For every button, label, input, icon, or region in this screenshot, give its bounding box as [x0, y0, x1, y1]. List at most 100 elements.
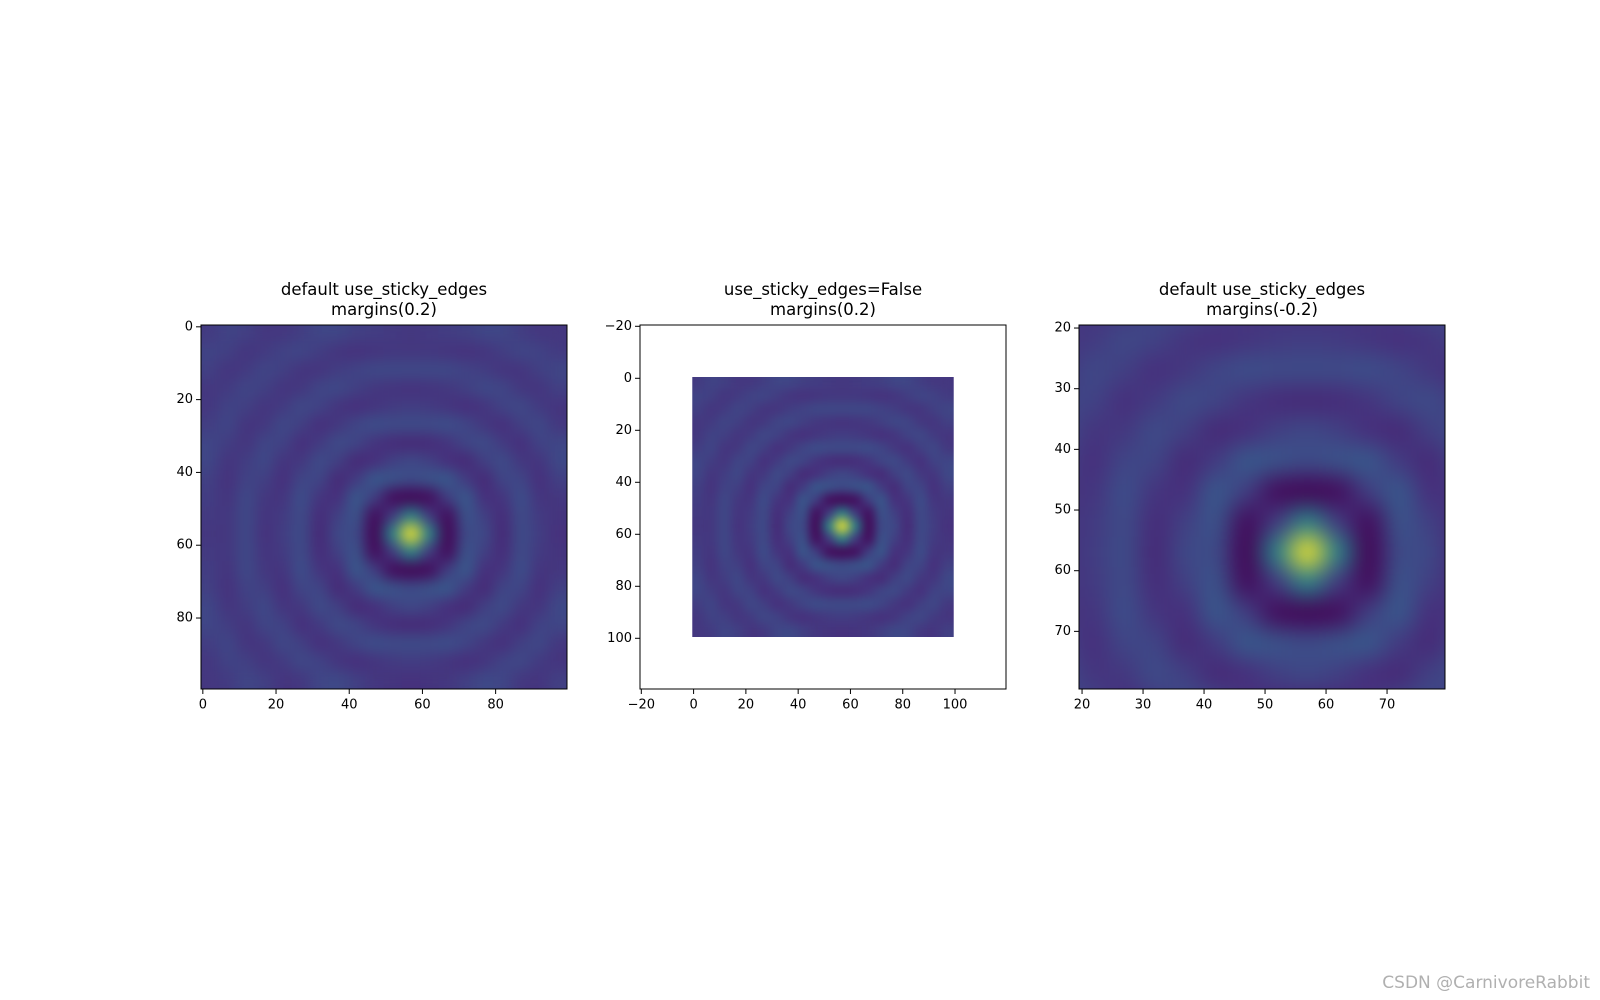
heatmap-cell: [1536, 446, 1568, 477]
heatmap-cell: [1444, 658, 1445, 689]
heatmap-cell: [1506, 689, 1538, 720]
heatmap-cell: [511, 360, 531, 381]
heatmap-cell: [1018, 325, 1050, 356]
heatmap-cell: [1048, 749, 1080, 780]
heatmap-cell: [809, 415, 824, 430]
heatmap-cell: [1109, 203, 1141, 234]
heatmap-cell: [1231, 597, 1263, 629]
heatmap-cell: [1475, 385, 1507, 416]
heatmap-cell: [796, 532, 811, 547]
heatmap-cell: [822, 558, 837, 573]
heatmap-cell: [731, 428, 746, 443]
heatmap-cell: [475, 488, 495, 508]
heatmap-cell: [1292, 354, 1324, 387]
heatmap-cell: [255, 470, 275, 490]
heatmap-cell: [1109, 506, 1141, 538]
heatmap-cell: [822, 545, 837, 560]
heatmap-cell: [365, 561, 385, 581]
heatmap-cell: [511, 597, 531, 617]
heatmap-cell: [401, 451, 422, 472]
heatmap-cell: [328, 325, 348, 344]
heatmap-cell: [757, 545, 772, 560]
heatmap-cell: [548, 415, 567, 435]
heatmap-cell: [796, 623, 811, 637]
heatmap-cell: [1018, 476, 1050, 507]
heatmap-cell: [456, 342, 476, 362]
heatmap-cell: [401, 615, 422, 635]
heatmap-cell: [511, 415, 531, 435]
heatmap-cell: [692, 610, 706, 625]
heatmap-cell: [328, 342, 348, 362]
heatmap-cell: [1475, 749, 1507, 780]
heatmap-cell: [475, 451, 495, 472]
heatmap-cell: [292, 524, 312, 544]
heatmap-cell: [237, 633, 257, 654]
heatmap-cell: [310, 397, 330, 417]
heatmap-cell: [365, 579, 385, 599]
heatmap-cell: [1475, 780, 1507, 811]
heatmap-cell: [692, 532, 706, 547]
heatmap-cell: [456, 670, 476, 689]
heatmap-cell: [1475, 203, 1507, 234]
heatmap-cell: [874, 493, 889, 508]
heatmap-cell: [273, 451, 293, 472]
heatmap-cell: [548, 397, 567, 417]
heatmap-cell: [383, 360, 403, 381]
heatmap-cell: [744, 545, 759, 560]
heatmap-cell: [1475, 325, 1507, 356]
heatmap-cell: [1261, 536, 1293, 569]
heatmap-cell: [757, 532, 772, 547]
heatmap-cell: [346, 670, 367, 689]
heatmap-cell: [1109, 749, 1141, 780]
heatmap-cell: [809, 545, 824, 560]
heatmap-cell: [529, 470, 550, 490]
heatmap-cell: [1139, 627, 1171, 660]
heatmap-cell: [731, 597, 746, 612]
heatmap-cell: [692, 623, 706, 637]
heatmap-cell: [1506, 234, 1538, 265]
heatmap-cell: [1536, 537, 1568, 568]
heatmap-cell: [328, 542, 348, 563]
heatmap-cell: [1201, 234, 1233, 265]
heatmap-cell: [887, 389, 902, 404]
heatmap-cell: [1536, 234, 1568, 265]
heatmap-cell: [1079, 627, 1110, 660]
heatmap-cell: [328, 524, 348, 544]
heatmap-cell: [1414, 567, 1445, 599]
heatmap-cell: [835, 377, 850, 391]
heatmap-cell: [861, 597, 876, 612]
heatmap-cell: [1109, 567, 1141, 599]
heatmap-cell: [1170, 658, 1202, 689]
heatmap-cell: [861, 519, 876, 534]
heatmap-cell: [927, 597, 942, 612]
heatmap-cell: [218, 633, 239, 654]
heatmap-cell: [987, 598, 1019, 629]
heatmap-cell: [887, 428, 902, 443]
heatmap-cell: [1414, 325, 1445, 356]
heatmap-cell: [1018, 598, 1050, 629]
heatmap-cell: [420, 670, 440, 689]
heatmap-cell: [957, 385, 989, 416]
heatmap-cell: [383, 379, 403, 399]
heatmap-cell: [328, 652, 348, 672]
heatmap-cell: [1079, 445, 1110, 478]
heatmap-cell: [1444, 567, 1445, 599]
heatmap-cell: [1109, 658, 1141, 689]
heatmap-cell: [456, 542, 476, 563]
heatmap-cell: [987, 719, 1019, 750]
heatmap-cell: [1018, 537, 1050, 568]
heatmap-cell: [201, 488, 220, 508]
heatmap-cell: [475, 615, 495, 635]
heatmap-cell: [900, 467, 915, 482]
heatmap-cell: [1322, 597, 1354, 629]
heatmap-cell: [401, 379, 422, 399]
heatmap-cell: [783, 480, 798, 495]
heatmap-cell: [900, 545, 915, 560]
heatmap-cell: [493, 451, 513, 472]
heatmap-cell: [438, 597, 458, 617]
heatmap-cell: [692, 584, 706, 599]
heatmap-cell: [475, 561, 495, 581]
heatmap-cell: [1414, 658, 1445, 689]
heatmap-cell: [900, 519, 915, 534]
heatmap-cell: [273, 524, 293, 544]
